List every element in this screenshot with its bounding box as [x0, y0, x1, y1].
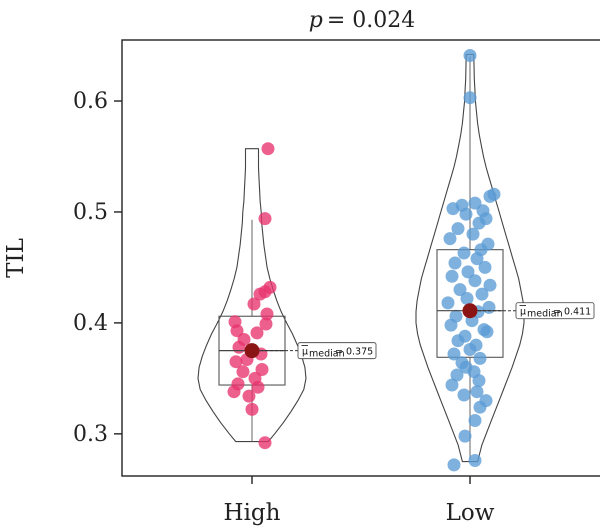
- y-tick-label: 0.4: [73, 311, 108, 336]
- y-axis-title: TIL: [3, 238, 29, 278]
- data-point: [468, 196, 482, 210]
- data-point: [468, 414, 482, 427]
- data-point: [463, 343, 477, 356]
- data-point: [460, 292, 474, 305]
- data-point: [475, 287, 489, 301]
- data-point: [468, 454, 482, 467]
- group-low: μ median= 0.411: [415, 49, 595, 472]
- data-point: [261, 142, 275, 156]
- x-tick-label: High: [224, 500, 281, 526]
- data-point: [251, 380, 265, 394]
- y-tick-label: 0.6: [73, 89, 108, 114]
- data-point: [483, 189, 497, 203]
- y-axis: 0.3 0.4 0.5 0.6: [73, 89, 122, 447]
- data-point: [445, 269, 459, 283]
- data-point: [458, 429, 472, 443]
- data-point: [443, 232, 457, 246]
- data-point: [232, 340, 246, 354]
- median-label-box: [297, 342, 377, 360]
- data-point: [451, 222, 465, 236]
- mu-hat-symbol: μ: [520, 307, 526, 318]
- data-point: [483, 278, 497, 292]
- data-point: [245, 402, 259, 416]
- chart-title-value: = 0.024: [327, 8, 415, 33]
- data-point: [229, 355, 243, 369]
- data-point: [446, 202, 460, 216]
- data-point: [445, 378, 459, 392]
- median-label-box: [515, 302, 595, 320]
- data-point: [472, 374, 486, 388]
- data-point: [466, 227, 480, 241]
- data-point: [470, 385, 484, 399]
- median-marker: [462, 303, 478, 319]
- chart-title: p = 0.024: [309, 8, 416, 33]
- data-point: [463, 91, 477, 105]
- data-point: [461, 265, 475, 279]
- data-point: [444, 318, 458, 332]
- data-point: [451, 334, 465, 348]
- data-point: [258, 436, 272, 450]
- data-point: [457, 388, 471, 402]
- plot-frame: [121, 39, 600, 477]
- data-point: [242, 389, 256, 403]
- data-point: [472, 216, 486, 230]
- data-point: [259, 317, 273, 331]
- mu-hat-symbol: μ: [302, 347, 308, 358]
- median-subscript: median: [527, 309, 563, 320]
- data-point: [470, 252, 484, 266]
- data-point: [260, 307, 274, 321]
- median-subscript: median: [309, 349, 345, 360]
- median-value-label: = 0.411: [553, 307, 591, 318]
- y-tick-label: 0.5: [73, 200, 108, 225]
- group-high: μ median= 0.375: [197, 142, 377, 450]
- data-points: [441, 49, 501, 472]
- y-tick-label: 0.3: [73, 422, 108, 447]
- data-point: [250, 326, 264, 340]
- data-point: [453, 283, 467, 297]
- data-point: [480, 325, 494, 339]
- data-point: [447, 458, 461, 472]
- data-point: [230, 324, 244, 338]
- data-point: [447, 347, 461, 361]
- data-point: [247, 297, 261, 311]
- data-point: [473, 400, 487, 414]
- data-point: [468, 274, 482, 288]
- data-point: [450, 368, 464, 382]
- median-value-label: = 0.375: [335, 347, 373, 358]
- data-point: [448, 256, 462, 270]
- median-marker: [244, 343, 260, 359]
- data-point: [478, 260, 492, 274]
- chart-title-p: p: [309, 8, 323, 33]
- x-tick-label: Low: [446, 500, 495, 526]
- data-point: [236, 365, 250, 379]
- data-point: [457, 246, 471, 260]
- x-axis: High Low: [224, 476, 495, 526]
- data-point: [441, 296, 455, 310]
- data-point: [459, 207, 473, 221]
- box: [436, 249, 504, 358]
- data-point: [227, 385, 241, 399]
- data-point: [463, 49, 477, 62]
- data-point: [258, 212, 272, 226]
- violin-outline: [197, 148, 307, 443]
- data-points: [227, 142, 277, 450]
- data-point: [253, 287, 267, 301]
- data-point: [255, 363, 269, 376]
- data-point: [473, 351, 487, 365]
